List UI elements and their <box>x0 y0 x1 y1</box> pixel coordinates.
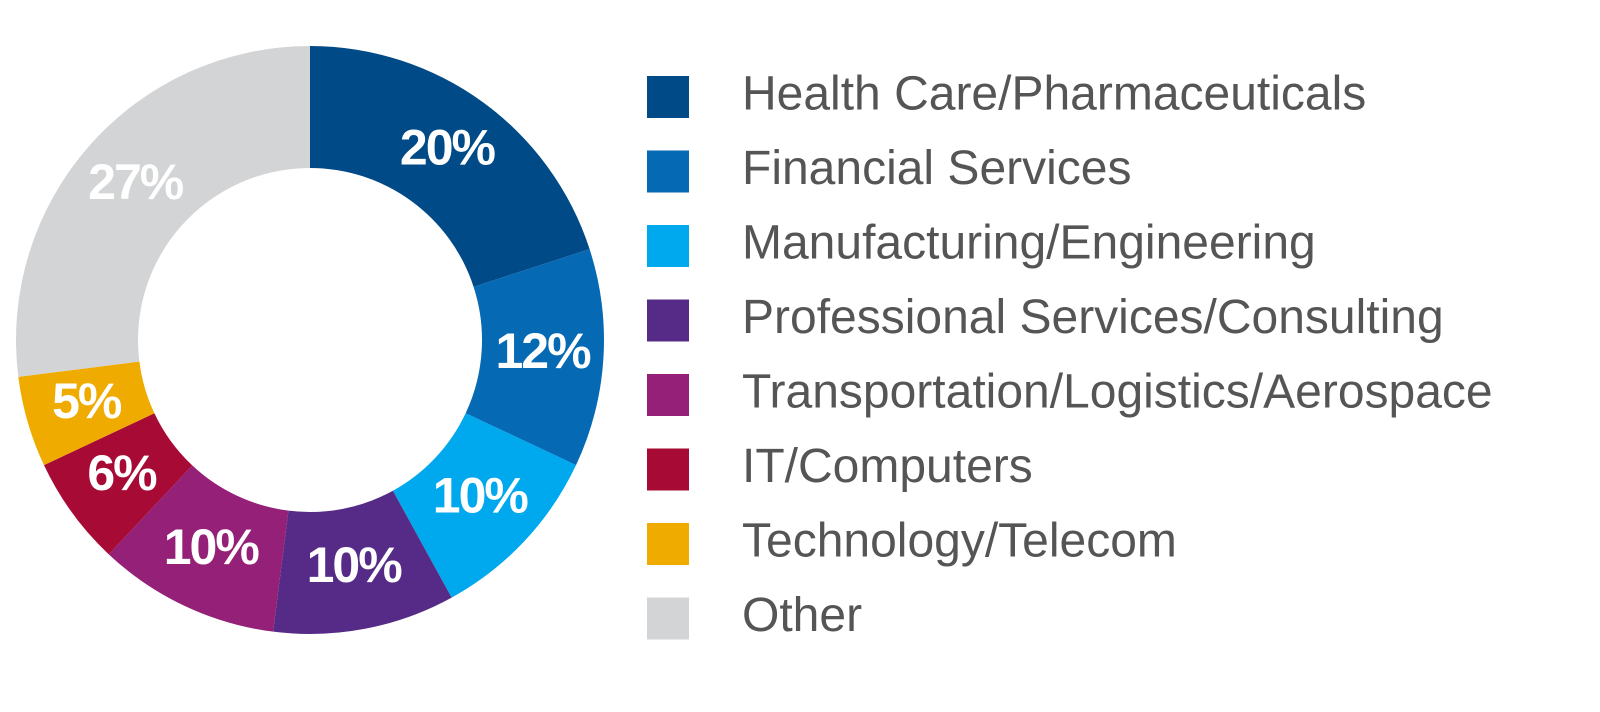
donut-slice <box>273 490 452 634</box>
data-label: 10% <box>307 537 403 593</box>
legend-label: Other <box>742 589 862 642</box>
legend-swatch <box>647 299 689 342</box>
donut-slice <box>465 249 604 466</box>
donut-slice <box>18 361 155 466</box>
legend-swatch <box>647 523 689 565</box>
legend-swatch <box>647 374 689 416</box>
legend-label: IT/Computers <box>742 440 1033 493</box>
legend-label: Health Care/Pharmaceuticals <box>742 68 1366 121</box>
data-label: 10% <box>433 468 529 524</box>
legend-label: Financial Services <box>742 142 1131 195</box>
legend-label: Transportation/Logistics/Aerospace <box>742 366 1493 419</box>
data-label: 10% <box>164 519 260 575</box>
data-label: 27% <box>88 154 184 210</box>
legend-label: Professional Services/Consulting <box>742 291 1444 344</box>
donut-slice <box>43 413 193 555</box>
donut-slice <box>108 465 289 632</box>
legend-label: Manufacturing/Engineering <box>742 217 1316 270</box>
legend-swatch <box>647 597 689 640</box>
donut-slice <box>310 46 590 287</box>
legend-swatch <box>647 448 689 491</box>
legend-swatch <box>647 225 689 267</box>
legend-swatch <box>647 76 689 118</box>
data-label: 6% <box>87 445 157 501</box>
data-label: 20% <box>400 120 496 176</box>
legend-swatch <box>647 150 689 193</box>
donut-slice <box>15 46 310 377</box>
data-label: 12% <box>496 323 592 379</box>
donut-slice <box>392 413 577 598</box>
data-label: 5% <box>52 373 122 429</box>
legend-label: Technology/Telecom <box>742 515 1177 568</box>
